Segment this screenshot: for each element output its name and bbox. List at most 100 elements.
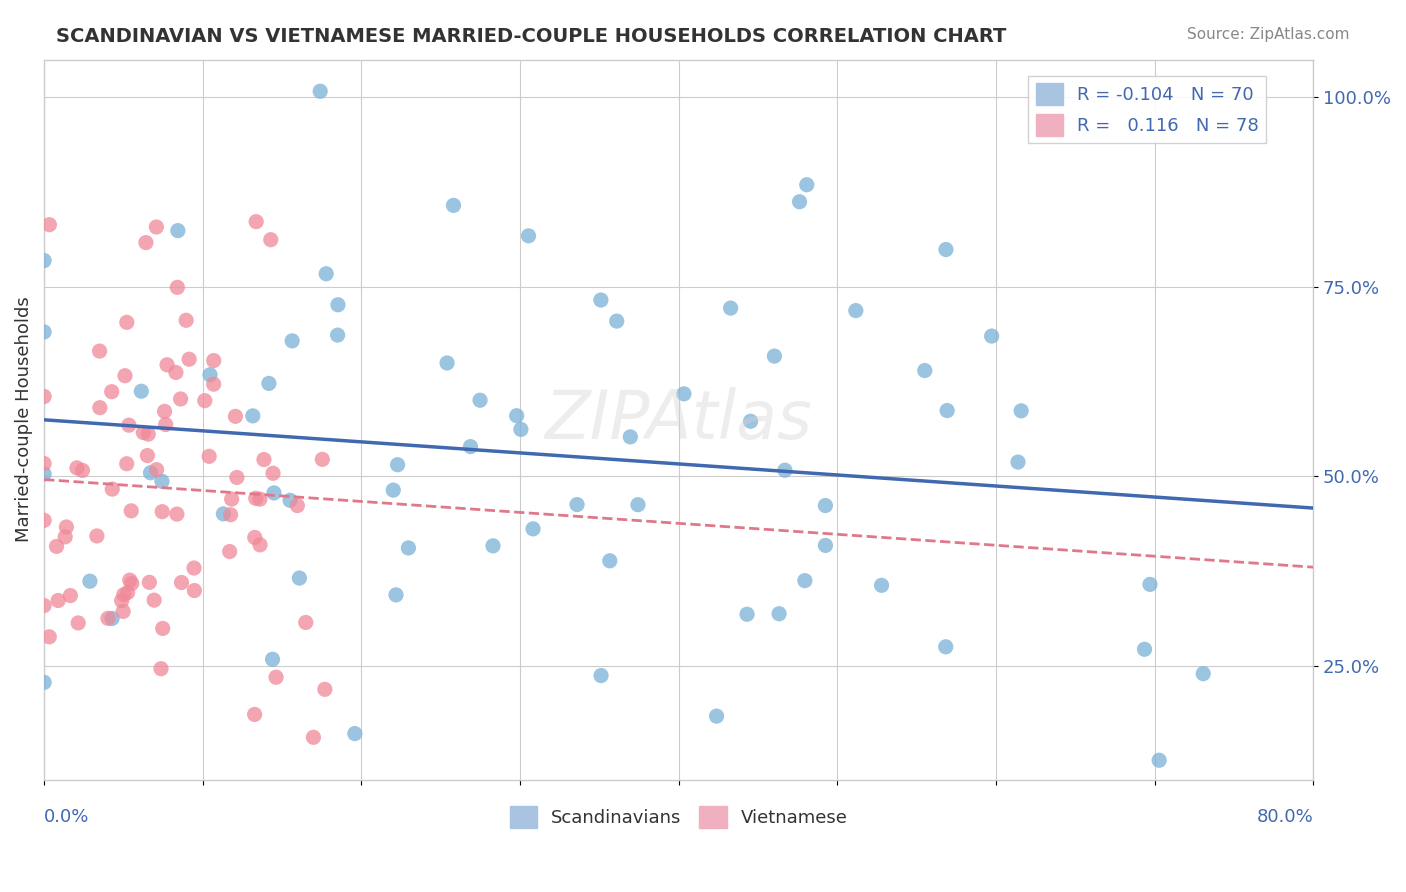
Point [150, 662, 173, 676]
Point [194, 393, 217, 408]
Point [619, 430, 641, 444]
Point [117, 585, 139, 599]
Point [32, 675, 55, 690]
Point [606, 314, 628, 328]
Point [155, 417, 177, 432]
Point [79, 574, 101, 589]
Point [131, 384, 153, 399]
Point [768, 607, 790, 621]
Point [242, 409, 264, 423]
Point [1147, 753, 1170, 767]
Point [45, 540, 67, 554]
Point [136, 427, 159, 442]
Point [145, 463, 167, 477]
Point [112, 588, 135, 602]
Text: SCANDINAVIAN VS VIETNAMESE MARRIED-COUPLE HOUSEHOLDS CORRELATION CHART: SCANDINAVIAN VS VIETNAMESE MARRIED-COUPL… [56, 27, 1007, 45]
Point [166, 224, 188, 238]
Point [135, 235, 157, 250]
Point [152, 622, 174, 636]
Point [118, 573, 141, 587]
Point [32, 390, 55, 404]
Point [565, 498, 588, 512]
Point [980, 329, 1002, 343]
Point [143, 593, 166, 607]
Point [814, 538, 837, 552]
Point [505, 409, 527, 423]
Point [326, 298, 349, 312]
Point [101, 482, 124, 496]
Point [720, 301, 742, 315]
Point [773, 463, 796, 477]
Point [111, 593, 134, 607]
Point [311, 452, 333, 467]
Point [224, 409, 246, 424]
Point [150, 475, 173, 489]
Point [740, 414, 762, 428]
Point [138, 575, 160, 590]
Point [309, 84, 332, 98]
Point [935, 243, 957, 257]
Point [145, 219, 167, 234]
Point [183, 561, 205, 575]
Point [468, 393, 491, 408]
Point [32, 513, 55, 527]
Point [936, 403, 959, 417]
Point [281, 334, 304, 348]
Point [202, 377, 225, 392]
Point [121, 576, 143, 591]
Point [672, 387, 695, 401]
Point [32, 457, 55, 471]
Point [89, 344, 111, 359]
Point [436, 356, 458, 370]
Point [32, 325, 55, 339]
Point [100, 384, 122, 399]
Point [245, 214, 267, 228]
Point [387, 458, 409, 472]
Point [763, 349, 786, 363]
Point [343, 726, 366, 740]
Text: Source: ZipAtlas.com: Source: ZipAtlas.com [1187, 27, 1350, 42]
Point [32, 253, 55, 268]
Point [599, 554, 621, 568]
Point [112, 604, 135, 618]
Point [153, 404, 176, 418]
Text: ZIPAtlas: ZIPAtlas [544, 386, 813, 452]
Point [67, 615, 90, 630]
Point [382, 483, 405, 497]
Point [114, 368, 136, 383]
Point [627, 498, 650, 512]
Point [935, 640, 957, 654]
Point [294, 615, 316, 630]
Point [1007, 455, 1029, 469]
Point [72, 463, 94, 477]
Point [53, 530, 76, 544]
Point [845, 303, 868, 318]
Point [166, 507, 188, 521]
Point [243, 531, 266, 545]
Y-axis label: Married-couple Households: Married-couple Households [15, 297, 32, 542]
Point [278, 493, 301, 508]
Point [263, 486, 285, 500]
Point [789, 194, 811, 209]
Point [132, 425, 155, 440]
Point [243, 707, 266, 722]
Point [218, 544, 240, 558]
Point [262, 467, 284, 481]
Point [170, 575, 193, 590]
Point [183, 583, 205, 598]
Point [150, 505, 173, 519]
Point [169, 392, 191, 406]
Point [914, 363, 936, 377]
Point [517, 228, 540, 243]
Text: 0.0%: 0.0% [44, 808, 90, 826]
Point [257, 376, 280, 391]
Point [262, 652, 284, 666]
Point [166, 280, 188, 294]
Point [225, 470, 247, 484]
Point [796, 178, 818, 192]
Point [249, 492, 271, 507]
Point [156, 358, 179, 372]
Point [443, 198, 465, 212]
Point [136, 449, 159, 463]
Point [59, 589, 82, 603]
